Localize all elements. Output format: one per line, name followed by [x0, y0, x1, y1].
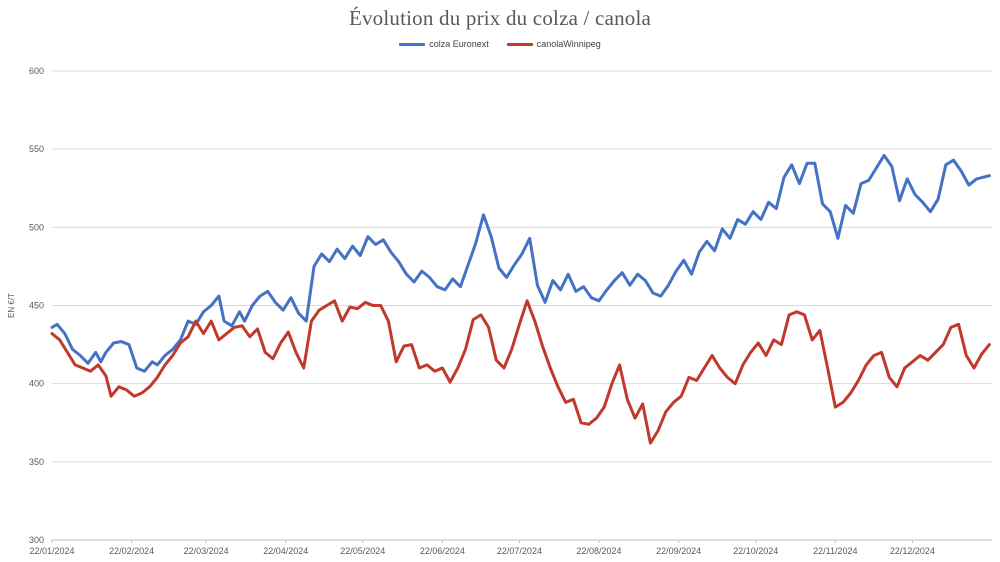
y-tick-label: 400: [29, 379, 44, 389]
legend: colza Euronext canolaWinnipeg: [0, 39, 1000, 49]
x-tick-label: 22/01/2024: [29, 546, 74, 556]
x-tick-label: 22/02/2024: [109, 546, 154, 556]
x-tick-label: 22/04/2024: [263, 546, 308, 556]
x-tick-label: 22/05/2024: [340, 546, 385, 556]
gridlines: [52, 70, 992, 541]
chart-title: Évolution du prix du colza / canola: [348, 6, 652, 30]
y-tick-labels: 300 350 400 450 500 550 600: [29, 66, 44, 545]
x-tick-label: 22/10/2024: [733, 546, 778, 556]
legend-label-colza: colza Euronext: [429, 39, 489, 49]
x-tick-label: 22/03/2024: [184, 546, 229, 556]
y-tick-label: 500: [29, 222, 44, 232]
y-tick-label: 350: [29, 457, 44, 467]
y-tick-label: 300: [29, 535, 44, 545]
x-tick-label: 22/11/2024: [813, 546, 857, 556]
x-tick-label: 22/12/2024: [890, 546, 935, 556]
legend-swatch-canola: [506, 42, 533, 46]
x-tick-label: 22/06/2024: [420, 546, 465, 556]
x-tick-label: 22/09/2024: [656, 546, 701, 556]
y-axis-title: EN €/T: [7, 293, 16, 318]
series-line-colza: [50, 153, 991, 373]
x-tick-label: 22/08/2024: [577, 546, 622, 556]
series-line-canola: [50, 299, 991, 445]
y-tick-label: 550: [29, 144, 44, 154]
legend-swatch-colza: [399, 42, 426, 46]
x-tick-labels: 22/01/2024 22/02/2024 22/03/2024 22/04/2024…: [29, 540, 935, 556]
series-lines: [50, 153, 991, 445]
legend-item-colza[interactable]: colza Euronext: [399, 39, 489, 49]
y-tick-label: 600: [29, 66, 44, 76]
legend-label-canola: canolaWinnipeg: [536, 39, 601, 49]
legend-item-canola[interactable]: canolaWinnipeg: [506, 39, 601, 49]
x-tick-label: 22/07/2024: [497, 546, 542, 556]
y-tick-label: 450: [29, 301, 44, 311]
